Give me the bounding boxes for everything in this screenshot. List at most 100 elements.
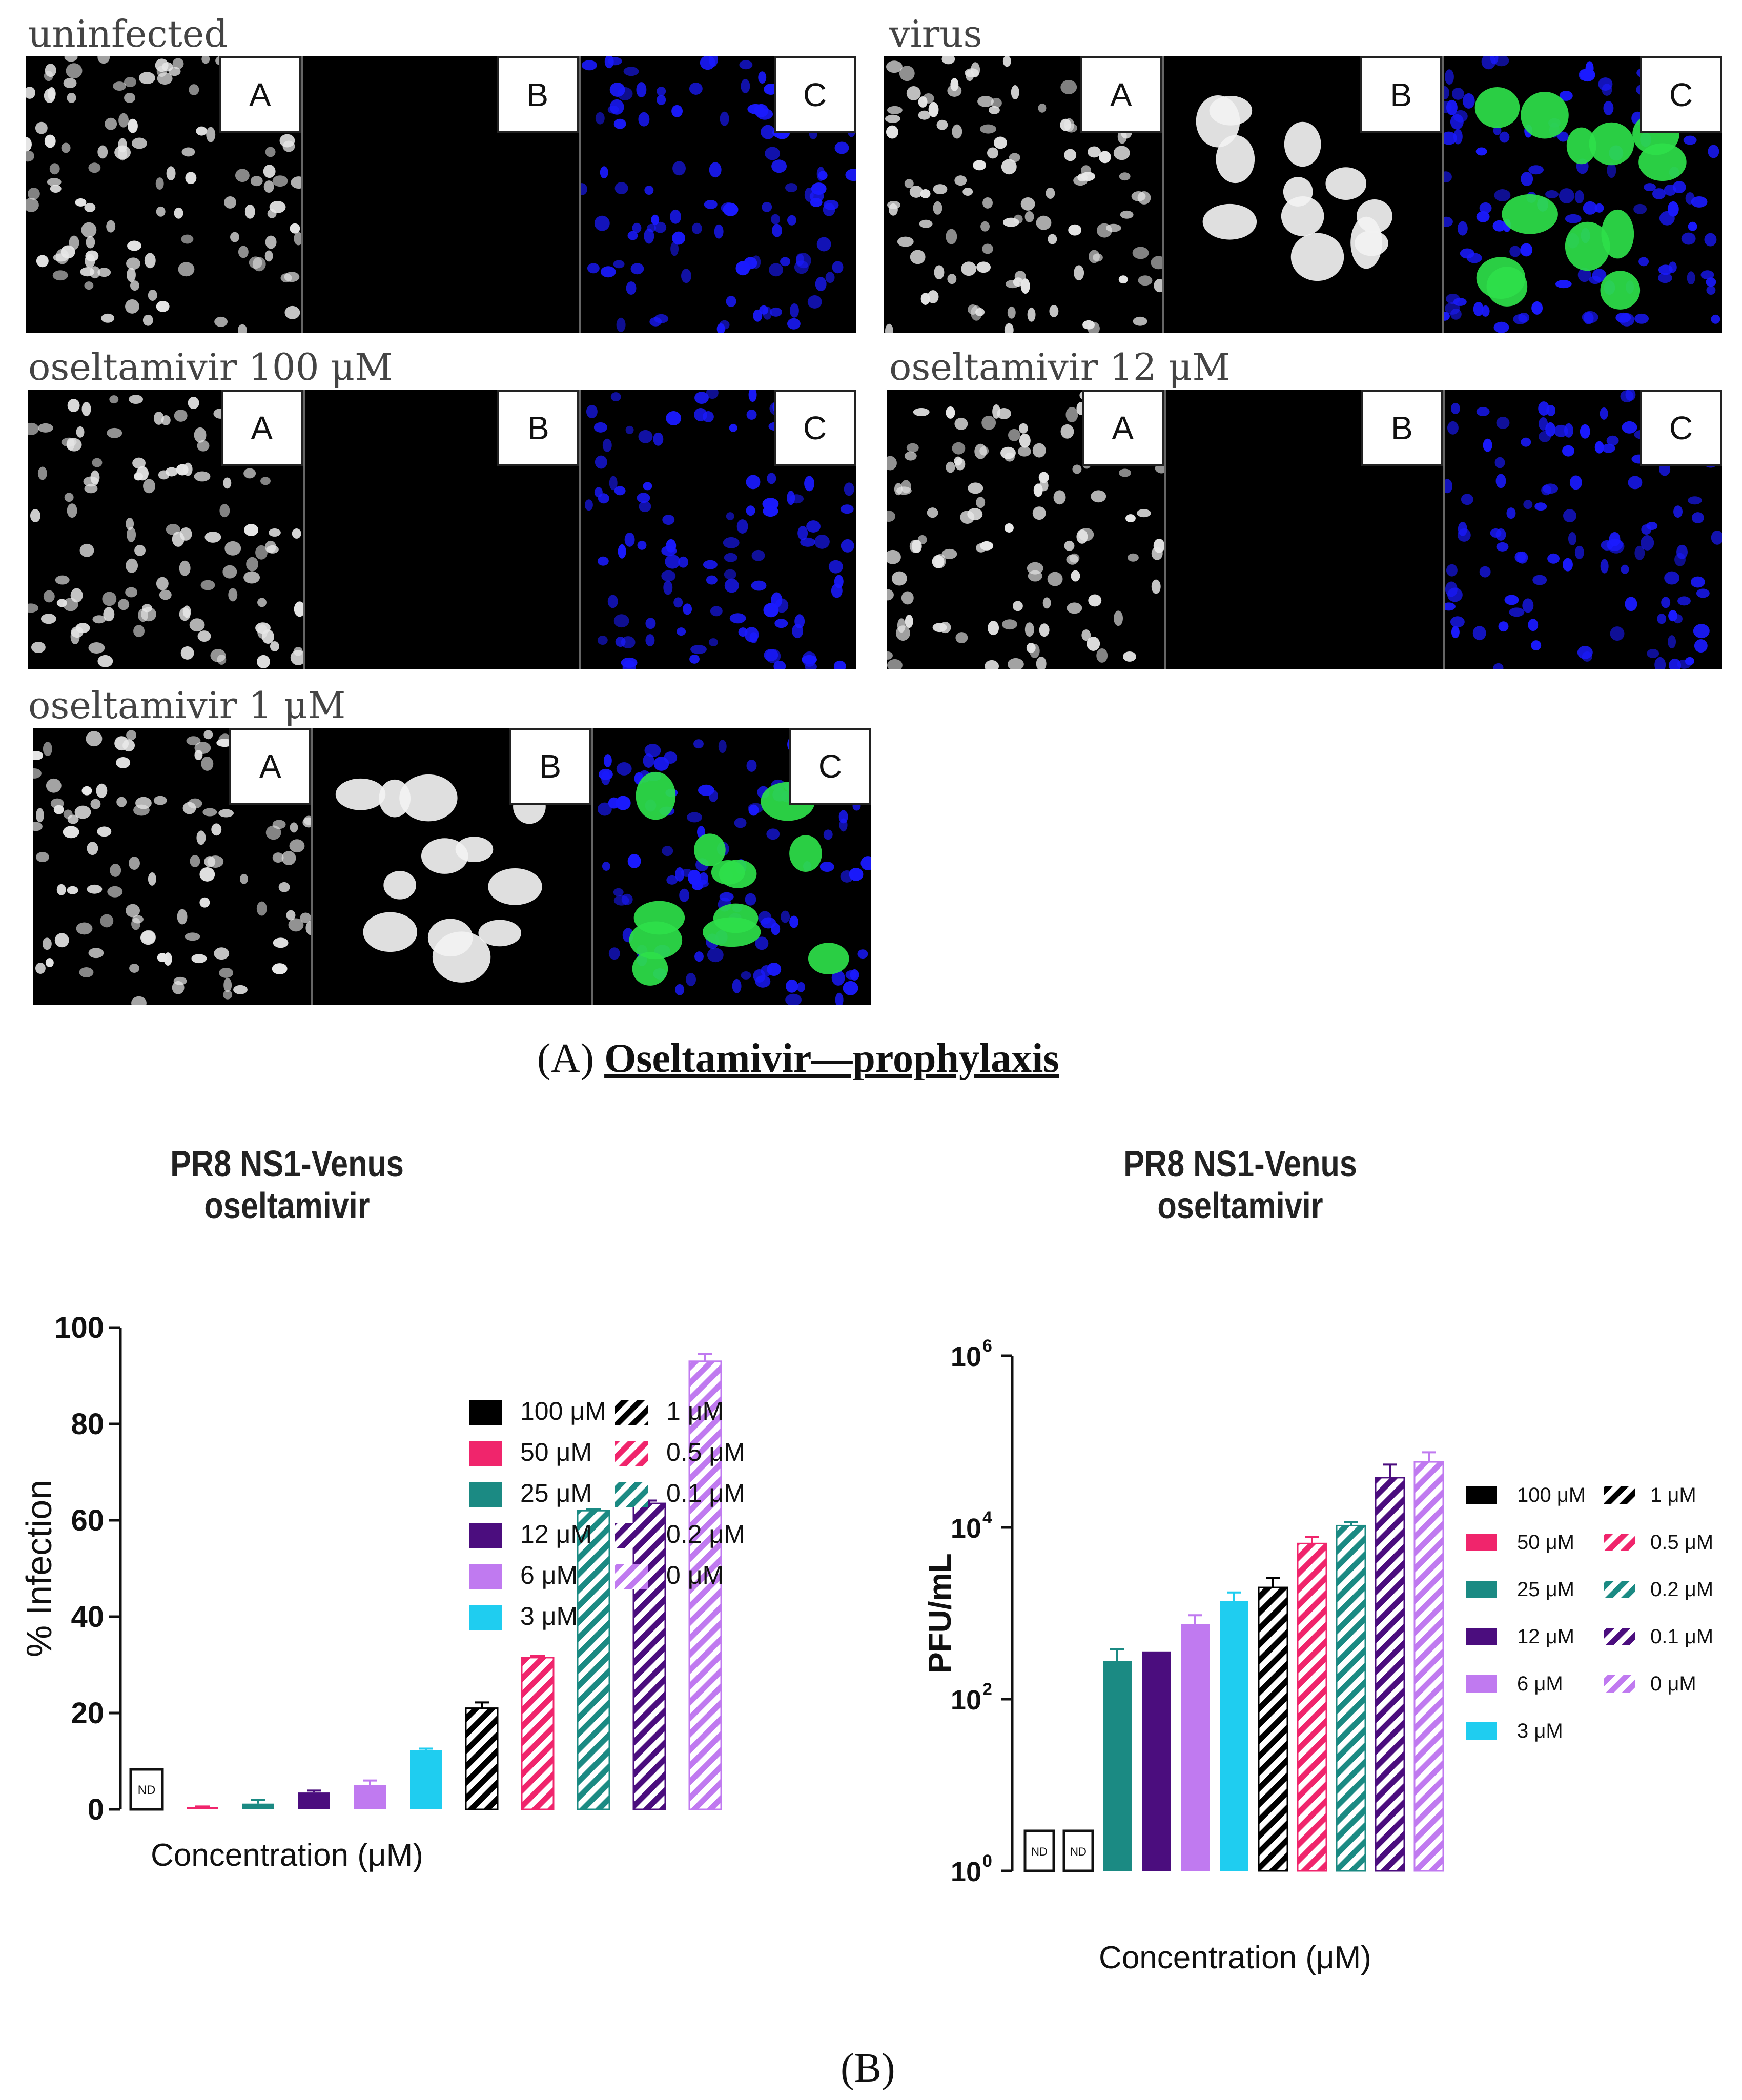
legend-label: 0 μM	[1650, 1673, 1696, 1695]
bar	[1258, 1586, 1288, 1872]
legend-label: 0.2 μM	[1650, 1578, 1713, 1601]
panel-letter-a: A	[1080, 56, 1162, 133]
micrograph-panel-c: C	[580, 56, 856, 333]
y-axis-label: PFU/mL	[923, 1553, 958, 1673]
legend-label: 100 μM	[1517, 1484, 1586, 1506]
legend-swatch	[615, 1523, 648, 1548]
bar-not-detected	[1023, 1829, 1055, 1872]
group-label: oseltamivir 100 μM	[28, 345, 393, 389]
chart2-title: PR8 NS1-Venus oseltamivir	[1088, 1143, 1393, 1227]
y-tick-label: 40	[71, 1600, 104, 1634]
bar	[298, 1792, 330, 1809]
micrograph-row: A B C	[28, 390, 856, 669]
bar	[1181, 1624, 1210, 1871]
y-tick-exponent: 0	[982, 1851, 992, 1871]
legend-label: 0.5 μM	[666, 1438, 745, 1466]
legend-label: 1 μM	[1650, 1484, 1696, 1506]
chart2-title-line2: oseltamivir	[1157, 1186, 1323, 1227]
bar	[410, 1750, 442, 1809]
panel-letter-b: B	[497, 390, 580, 466]
legend-swatch	[1466, 1486, 1497, 1504]
micrograph-panel-b: B	[1165, 390, 1445, 669]
group-label: oseltamivir 12 μM	[889, 345, 1231, 389]
legend-swatch	[615, 1400, 648, 1425]
y-tick-label: 10	[951, 1857, 981, 1887]
micrograph-panel-b: B	[304, 390, 582, 669]
legend-swatch	[1604, 1628, 1635, 1645]
micrograph-panel-a: A	[26, 56, 303, 333]
micrograph-panel-a: A	[887, 390, 1166, 669]
bar	[242, 1803, 274, 1809]
legend-swatch	[469, 1564, 502, 1589]
group-label: uninfected	[28, 12, 228, 55]
legend-label: 0.1 μM	[666, 1479, 745, 1507]
panel-letter-a: A	[1081, 390, 1164, 466]
y-tick-label: 100	[54, 1311, 104, 1344]
y-tick-label: 60	[71, 1504, 104, 1537]
panel-letter-c: C	[1639, 56, 1722, 133]
panel-a-caption-title: Oseltamivir—prophylaxis	[604, 1036, 1059, 1081]
chart2-title-line1: PR8 NS1-Venus	[1123, 1144, 1357, 1185]
legend-swatch	[1466, 1534, 1497, 1551]
bar	[688, 1360, 722, 1810]
group-label: oseltamivir 1 μM	[28, 684, 346, 727]
legend-swatch	[1466, 1722, 1497, 1740]
bar	[521, 1657, 555, 1810]
bar	[354, 1785, 386, 1809]
bar	[632, 1502, 666, 1810]
legend-label: 0.2 μM	[666, 1520, 745, 1548]
y-tick-exponent: 6	[982, 1336, 992, 1356]
nd-label: ND	[138, 1783, 156, 1797]
micrograph-panel-a: A	[28, 390, 305, 669]
legend-label: 3 μM	[520, 1602, 578, 1630]
legend-swatch	[615, 1441, 648, 1466]
bar	[1375, 1477, 1405, 1872]
micrograph-panel-b: B	[303, 56, 581, 333]
bar	[1297, 1542, 1327, 1872]
panel-letter-b: B	[1361, 390, 1443, 466]
legend-label: 100 μM	[520, 1397, 606, 1425]
legend-label: 25 μM	[1517, 1578, 1574, 1601]
panel-letter-b: B	[1360, 56, 1442, 133]
legend-swatch	[1466, 1675, 1497, 1693]
micrograph-row: A B C	[884, 56, 1722, 333]
panel-letter-c: C	[773, 56, 856, 133]
bar	[577, 1510, 610, 1810]
bar	[1103, 1661, 1132, 1871]
y-tick-label: 20	[71, 1697, 104, 1730]
legend-label: 12 μM	[520, 1520, 592, 1548]
legend-swatch	[469, 1605, 502, 1630]
legend-swatch	[1604, 1534, 1635, 1551]
panel-letter-c: C	[789, 728, 871, 805]
y-tick-label: 0	[88, 1793, 104, 1826]
y-tick-label: 80	[71, 1408, 104, 1441]
panel-a-caption: (A) Oseltamivir—prophylaxis	[537, 1035, 1059, 1082]
legend-label: 50 μM	[520, 1438, 592, 1466]
chart1-infection: 0 20 40 60 80 100 % Infection ND Concentration (…	[19, 1311, 745, 1873]
panel-letter-a: A	[219, 56, 301, 133]
panel-letter-a: A	[229, 728, 312, 805]
y-tick-exponent: 2	[982, 1680, 992, 1699]
bar-not-detected	[129, 1768, 164, 1811]
micrograph-panel-c: C	[593, 728, 871, 1005]
panel-a-caption-prefix: (A)	[537, 1036, 595, 1081]
x-axis-label: Concentration (μM)	[151, 1838, 423, 1873]
legend-label: 0.5 μM	[1650, 1531, 1713, 1554]
chart1-title-line1: PR8 NS1-Venus	[170, 1144, 404, 1185]
micrograph-panel-c: C	[1444, 56, 1722, 333]
legend-swatch	[469, 1441, 502, 1466]
chart1-title-line2: oseltamivir	[204, 1186, 370, 1227]
micrograph-panel-b: B	[1164, 56, 1444, 333]
bar	[1142, 1651, 1171, 1871]
micrograph-row: A B C	[887, 390, 1723, 669]
panel-letter-a: A	[220, 390, 303, 466]
legend-label: 3 μM	[1517, 1720, 1563, 1742]
micrograph-row: A B C	[26, 56, 856, 333]
legend-swatch	[1466, 1628, 1497, 1645]
legend-swatch	[1604, 1486, 1635, 1504]
nd-label: ND	[1070, 1845, 1087, 1858]
legend-swatch	[1604, 1675, 1635, 1693]
bar	[465, 1707, 499, 1810]
y-tick-label: 10	[951, 1513, 981, 1544]
